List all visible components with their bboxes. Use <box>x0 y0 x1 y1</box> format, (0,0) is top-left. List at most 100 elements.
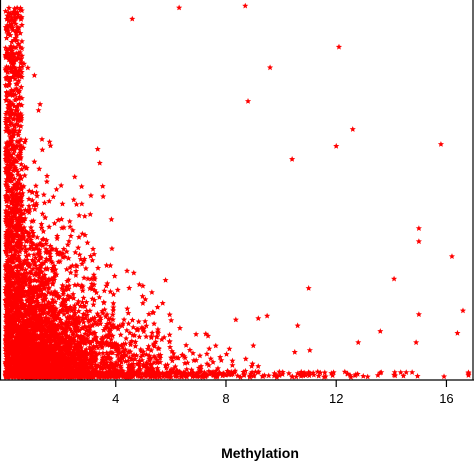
data-point <box>44 359 50 365</box>
data-point <box>39 338 46 345</box>
data-point <box>11 252 18 259</box>
data-point <box>35 365 42 372</box>
data-point <box>7 98 14 105</box>
data-point <box>37 240 44 247</box>
data-point <box>48 246 55 253</box>
data-point <box>56 371 63 378</box>
data-point <box>30 251 37 258</box>
data-point <box>29 189 36 196</box>
data-point <box>9 73 16 80</box>
data-point <box>109 316 116 323</box>
data-point <box>45 277 52 283</box>
data-point <box>70 196 77 203</box>
data-point <box>90 330 97 337</box>
data-point <box>13 138 20 144</box>
data-point <box>7 314 14 321</box>
data-point <box>300 372 307 379</box>
data-point <box>5 241 12 247</box>
data-point <box>77 256 84 262</box>
data-point <box>50 193 57 200</box>
data-point <box>248 363 255 369</box>
data-point <box>30 283 37 290</box>
data-point <box>34 192 41 199</box>
data-point <box>52 315 59 321</box>
data-point <box>82 232 89 238</box>
data-point <box>9 243 16 250</box>
data-point <box>3 93 10 100</box>
data-point <box>13 44 20 51</box>
data-point <box>34 360 41 367</box>
data-point <box>128 361 135 368</box>
data-point <box>28 331 35 338</box>
data-point <box>81 213 88 219</box>
data-point <box>10 231 17 238</box>
data-point <box>18 198 25 204</box>
data-point <box>51 332 58 339</box>
data-point <box>201 369 208 375</box>
data-point <box>168 348 175 354</box>
data-point <box>117 363 124 369</box>
data-point <box>57 345 64 352</box>
data-point <box>391 275 398 282</box>
data-point <box>26 261 33 267</box>
data-point <box>126 284 133 291</box>
data-point <box>103 349 110 356</box>
data-point <box>128 371 135 378</box>
data-point <box>125 320 132 327</box>
data-point <box>152 373 159 379</box>
data-point <box>46 251 53 257</box>
data-point <box>86 324 93 331</box>
data-point <box>44 319 51 325</box>
data-point <box>74 327 81 333</box>
data-point <box>83 346 90 353</box>
data-point <box>213 367 220 374</box>
data-point <box>229 362 236 368</box>
data-point <box>45 338 52 345</box>
data-point <box>10 143 17 150</box>
data-point <box>23 237 30 244</box>
data-point <box>18 202 25 208</box>
data-point <box>113 341 120 348</box>
data-point <box>34 369 41 376</box>
data-point <box>4 328 11 335</box>
data-point <box>17 72 24 79</box>
x-axis-ticks: 4 8 12 16 <box>112 380 454 406</box>
data-point <box>15 139 22 145</box>
data-point <box>7 350 14 357</box>
data-point <box>2 314 9 321</box>
data-point <box>100 361 107 368</box>
data-point <box>192 372 199 379</box>
data-point <box>31 206 38 212</box>
data-point <box>13 14 20 21</box>
data-point <box>36 323 43 330</box>
data-point <box>32 259 39 265</box>
data-point <box>91 281 98 288</box>
data-point <box>9 121 16 128</box>
data-point <box>205 332 212 339</box>
data-point <box>109 324 116 330</box>
data-point <box>132 338 139 345</box>
data-point <box>441 373 448 380</box>
data-point <box>108 245 115 252</box>
data-point <box>9 274 16 281</box>
data-point <box>54 290 61 296</box>
data-point <box>99 338 106 345</box>
data-point <box>144 364 151 371</box>
data-point <box>146 355 153 362</box>
data-point <box>94 369 101 376</box>
data-point <box>10 298 17 305</box>
data-point <box>139 373 146 380</box>
data-point <box>79 299 86 305</box>
data-point <box>12 334 19 341</box>
data-point <box>34 234 41 240</box>
data-point <box>85 328 92 335</box>
data-point <box>94 321 101 328</box>
data-point <box>291 348 298 355</box>
data-point <box>305 285 312 291</box>
data-point <box>72 344 79 350</box>
data-point <box>91 297 98 303</box>
data-point <box>10 91 17 97</box>
data-point <box>51 220 58 226</box>
data-point <box>18 59 25 65</box>
data-point <box>67 269 74 276</box>
